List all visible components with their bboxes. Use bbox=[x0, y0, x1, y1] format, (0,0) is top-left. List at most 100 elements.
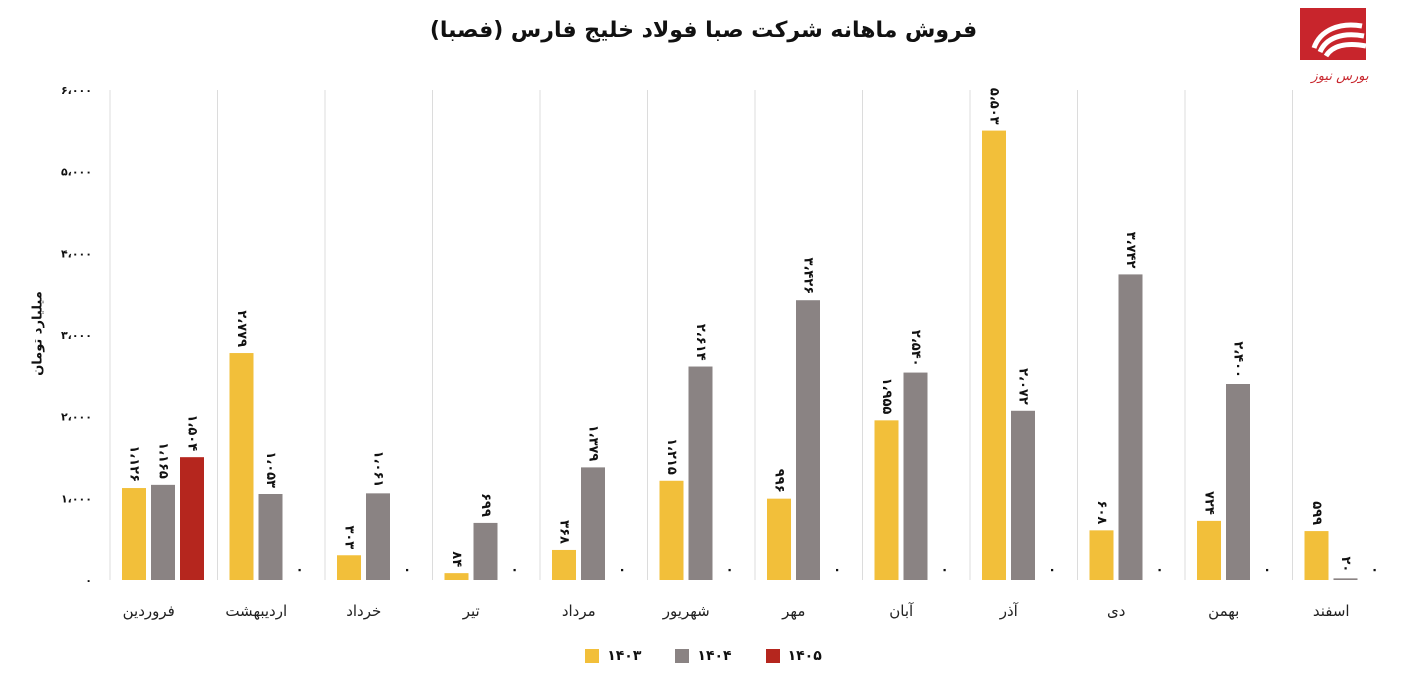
legend-label: ۱۴۰۵ bbox=[787, 648, 822, 664]
chart-title: فروش ماهانه شرکت صبا فولاد خلیج فارس (فص… bbox=[429, 18, 978, 43]
data-label: ۰ bbox=[292, 566, 307, 574]
data-label: ۲،۷۷۹ bbox=[234, 310, 249, 347]
y-tick-label: ۳،۰۰۰ bbox=[61, 329, 92, 342]
x-tick-label: شهریور bbox=[662, 602, 710, 620]
bar bbox=[903, 372, 928, 580]
data-label: ۶۹۹ bbox=[478, 493, 493, 517]
data-label: ۷۲۴ bbox=[1202, 491, 1217, 515]
legend-label: ۱۴۰۳ bbox=[607, 648, 642, 664]
x-tick-label: بهمن bbox=[1208, 602, 1239, 620]
legend-item: ۱۴۰۵ bbox=[765, 648, 822, 664]
bar bbox=[444, 573, 469, 580]
bourse-news-logo: بورس نیوز bbox=[1300, 8, 1380, 88]
bar bbox=[1118, 274, 1143, 580]
legend-label: ۱۴۰۴ bbox=[697, 648, 732, 664]
x-tick-label: مهر bbox=[781, 602, 805, 620]
bar bbox=[767, 498, 791, 580]
data-label: ۵۹۹ bbox=[1309, 501, 1324, 525]
data-label: ۵،۵۰۳ bbox=[987, 88, 1002, 125]
bar bbox=[688, 366, 713, 580]
legend: ۱۴۰۳ ۱۴۰۴ ۱۴۰۵ bbox=[0, 648, 1407, 664]
y-tick-label: ۴،۰۰۰ bbox=[61, 247, 92, 260]
data-label: ۰ bbox=[1367, 566, 1382, 574]
data-label: ۱،۱۶۵ bbox=[156, 442, 171, 479]
data-labels: ۱،۱۲۶ ۱،۱۶۵ ۱،۵۰۴ ۲،۷۷۹ ۱،۰۵۳ ۰ ۳۰۳ ۱،۰۶۱ ۰ ۸۴ ۶۹۹… bbox=[127, 88, 1383, 574]
x-tick-label: آذر bbox=[999, 602, 1019, 620]
bar bbox=[337, 555, 361, 580]
x-tick-label: آبان bbox=[889, 602, 914, 620]
legend-swatch bbox=[675, 649, 690, 663]
bar bbox=[1226, 384, 1250, 580]
logo-icon: بورس نیوز bbox=[1300, 8, 1369, 84]
bar bbox=[1197, 520, 1221, 580]
data-label: ۱،۰۵۳ bbox=[263, 451, 278, 488]
data-label: ۱،۱۲۶ bbox=[127, 445, 142, 482]
legend-item: ۱۴۰۴ bbox=[675, 648, 732, 664]
x-tick-label: تیر bbox=[462, 602, 480, 620]
bar bbox=[258, 494, 283, 580]
bar bbox=[366, 493, 390, 580]
bar bbox=[1011, 410, 1035, 580]
y-tick-label: ۵،۰۰۰ bbox=[61, 166, 92, 179]
bar bbox=[151, 484, 175, 580]
bar bbox=[874, 420, 899, 580]
data-label: ۸۴ bbox=[449, 551, 464, 567]
data-label: ۲،۰۷۲ bbox=[1016, 368, 1031, 405]
x-tick-label: مرداد bbox=[562, 602, 596, 620]
data-label: ۳،۷۴۲ bbox=[1123, 232, 1138, 269]
data-label: ۱،۵۰۴ bbox=[185, 414, 200, 451]
data-label: ۰ bbox=[722, 566, 737, 574]
data-label: ۳۶۸ bbox=[557, 520, 572, 544]
data-label: ۰ bbox=[830, 566, 845, 574]
logo-text: بورس نیوز bbox=[1309, 69, 1369, 84]
data-label: ۳۰۳ bbox=[342, 525, 357, 549]
data-label: ۲،۶۱۴ bbox=[693, 324, 708, 361]
x-tick-label: فروردین bbox=[123, 602, 175, 620]
data-label: ۱،۰۶۱ bbox=[371, 451, 386, 488]
bar bbox=[659, 480, 684, 580]
y-tick-label: ۲،۰۰۰ bbox=[61, 411, 92, 424]
legend-swatch bbox=[585, 649, 600, 663]
bar bbox=[122, 488, 146, 580]
data-label: ۱،۳۷۹ bbox=[586, 425, 601, 462]
bar bbox=[796, 300, 820, 580]
legend-swatch bbox=[765, 649, 780, 663]
data-label: ۰ bbox=[400, 566, 415, 574]
bar bbox=[1089, 530, 1114, 580]
bar bbox=[581, 467, 605, 580]
data-label: ۶۰۸ bbox=[1094, 501, 1109, 525]
bar bbox=[229, 353, 254, 580]
x-tick-label: اردیبهشت bbox=[225, 602, 287, 620]
bar bbox=[1304, 531, 1329, 580]
data-label: ۲۰ bbox=[1338, 556, 1353, 572]
bar bbox=[552, 549, 576, 580]
x-tick-label: دی bbox=[1107, 602, 1125, 620]
x-tick-label: اسفند bbox=[1313, 602, 1350, 620]
legend-item: ۱۴۰۳ bbox=[585, 648, 641, 664]
data-label: ۲،۴۰۰ bbox=[1231, 341, 1246, 378]
y-tick-label: ۰ bbox=[85, 574, 92, 587]
data-label: ۰ bbox=[1260, 566, 1275, 574]
bar bbox=[982, 130, 1006, 581]
y-tick-label: ۱،۰۰۰ bbox=[61, 492, 92, 505]
grid-layer bbox=[109, 90, 1293, 580]
bars bbox=[122, 130, 1358, 581]
data-label: ۰ bbox=[937, 566, 952, 574]
bar bbox=[180, 457, 204, 580]
y-tick-label: ۶،۰۰۰ bbox=[61, 84, 92, 97]
data-label: ۳،۴۲۶ bbox=[801, 258, 816, 295]
data-label: ۹۹۶ bbox=[772, 469, 787, 493]
x-tick-labels: فروردین اردیبهشت خرداد تیر مرداد شهریور مهر آبا… bbox=[123, 602, 1350, 620]
data-label: ۰ bbox=[1045, 566, 1060, 574]
data-label: ۱،۹۵۵ bbox=[879, 378, 894, 415]
x-tick-label: خرداد bbox=[346, 602, 381, 620]
data-label: ۰ bbox=[615, 566, 630, 574]
y-tick-labels: ۰ ۱،۰۰۰ ۲،۰۰۰ ۳،۰۰۰ ۴،۰۰۰ ۵،۰۰۰ ۶،۰۰۰ bbox=[61, 84, 92, 587]
data-label: ۲،۵۴۰ bbox=[908, 330, 923, 367]
data-label: ۱،۲۱۵ bbox=[664, 438, 679, 475]
data-label: ۰ bbox=[1152, 566, 1167, 574]
data-label: ۰ bbox=[507, 566, 522, 574]
bar bbox=[1333, 578, 1358, 580]
bar bbox=[473, 522, 498, 580]
